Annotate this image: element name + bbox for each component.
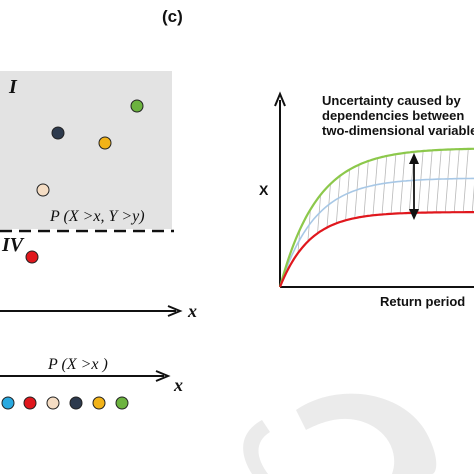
row-point-navy bbox=[69, 396, 83, 410]
row-point-red bbox=[23, 396, 37, 410]
hatch-line bbox=[393, 148, 407, 287]
annotation-line-3: two-dimensional variables bbox=[322, 123, 474, 138]
return-period-chart: X Return period Uncertainty caused by de… bbox=[259, 91, 474, 309]
watermark-swirl bbox=[243, 393, 437, 474]
hatch-line bbox=[339, 148, 353, 287]
joint-probability-label: P (X >x, Y >y) bbox=[49, 208, 145, 225]
region-point-green bbox=[130, 99, 144, 113]
upper-x-axis-label: x bbox=[187, 301, 197, 321]
row-point-peach bbox=[46, 396, 60, 410]
outside-point-red bbox=[25, 250, 39, 264]
region-point-peach bbox=[36, 183, 50, 197]
panel-label: (c) bbox=[162, 7, 183, 26]
marginal-probability-label: P (X >x ) bbox=[47, 356, 108, 373]
upper-x-axis-arrowhead bbox=[167, 305, 183, 317]
hatch-line bbox=[348, 148, 362, 287]
lower-x-axis-arrowhead bbox=[155, 370, 171, 382]
joint-exceedance-region bbox=[0, 71, 172, 229]
region-label-top: I bbox=[8, 76, 18, 98]
hatch-line bbox=[420, 148, 434, 287]
ordered-points-row bbox=[1, 396, 129, 410]
row-point-yellow bbox=[92, 396, 106, 410]
curve-lower bbox=[278, 211, 474, 288]
chart-x-label: Return period bbox=[380, 294, 465, 309]
region-label-bottom: IV bbox=[1, 234, 25, 256]
hatch-line bbox=[280, 148, 281, 287]
hatch-line bbox=[447, 148, 461, 287]
region-point-navy bbox=[51, 126, 65, 140]
region-point-yellow bbox=[98, 136, 112, 150]
lower-x-axis-label: x bbox=[173, 375, 183, 395]
hatch-line bbox=[294, 148, 308, 287]
curve-middle bbox=[279, 177, 474, 288]
hatch-line bbox=[303, 148, 317, 287]
row-point-green bbox=[115, 396, 129, 410]
hatch-line bbox=[429, 148, 443, 287]
annotation-line-2: dependencies between bbox=[322, 108, 464, 123]
chart-y-axis-arrowhead bbox=[274, 91, 286, 107]
chart-y-label: X bbox=[259, 182, 269, 198]
annotation-line-1: Uncertainty caused by bbox=[322, 93, 461, 108]
row-point-blue bbox=[1, 396, 15, 410]
hatch-line bbox=[456, 148, 470, 287]
hatch-line bbox=[438, 148, 452, 287]
hatch-line bbox=[321, 148, 335, 287]
double-arrow-head-down bbox=[409, 209, 419, 220]
curve-upper bbox=[278, 147, 474, 288]
double-arrow-head-up bbox=[409, 153, 419, 164]
hatch-line bbox=[330, 148, 344, 287]
hatch-line bbox=[312, 148, 326, 287]
